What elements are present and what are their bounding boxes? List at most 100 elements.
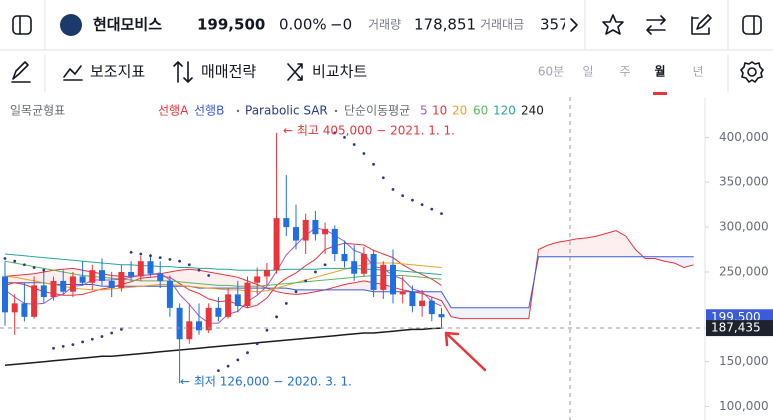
legend-ma-period: 5: [420, 104, 428, 118]
candle-body: [283, 218, 290, 228]
cloud-fill: [577, 237, 587, 257]
favorite-button[interactable]: [602, 14, 624, 35]
cloud-fill: [684, 256, 694, 268]
candle-body: [128, 271, 135, 277]
amount: 357: [540, 16, 569, 34]
candle-body: [118, 271, 125, 289]
sar-dot: [168, 257, 172, 261]
sar-dot: [401, 194, 405, 198]
candle-body: [390, 264, 396, 295]
stock-name[interactable]: 현대모비스: [93, 16, 162, 34]
timeframe-button[interactable]: 주: [619, 65, 630, 79]
candle-body: [244, 282, 251, 307]
candle-body: [331, 228, 338, 255]
panel-button[interactable]: [742, 15, 762, 35]
cloud-fill: [354, 280, 364, 290]
candle-body: [21, 303, 28, 317]
cloud-fill: [674, 256, 684, 268]
moving-average-line: [4, 242, 442, 309]
cloud-fill: [460, 307, 471, 319]
cloud-fill: [509, 307, 520, 319]
sar-dot: [158, 256, 162, 260]
candle-body: [137, 261, 144, 277]
cloud-fill: [567, 238, 578, 257]
timeframe-button[interactable]: 60분: [538, 65, 564, 79]
swap-button[interactable]: [646, 15, 666, 35]
y-tick-label: 150,000: [719, 354, 769, 368]
candle-body: [302, 219, 309, 241]
timeframe-button[interactable]: 일: [582, 65, 593, 79]
candle-body: [215, 307, 222, 317]
scroll-right[interactable]: [570, 18, 578, 32]
strategy-button[interactable]: 매매전략: [201, 63, 256, 81]
sar-dot: [187, 263, 191, 267]
sar-dot: [304, 279, 308, 283]
timeframe-button[interactable]: 월: [654, 64, 665, 79]
layout-button[interactable]: [12, 15, 32, 35]
legend-span-b: 선행B: [194, 103, 224, 118]
candle-body: [79, 276, 86, 283]
candle-body: [273, 218, 280, 271]
candle-body: [399, 291, 406, 295]
change-pct: 0.00%: [279, 16, 327, 34]
sar-dot: [265, 328, 269, 332]
indicators-button[interactable]: 보조지표: [90, 63, 145, 81]
cloud-fill: [538, 245, 549, 257]
sar-dot: [90, 337, 94, 341]
toolbar: 보조지표 매매전략 비교차트 60분 일 주 월 년: [11, 55, 764, 95]
candle-body: [380, 264, 387, 290]
candle-body: [176, 307, 183, 340]
price-tag-label: 187,435: [711, 321, 761, 335]
extreme-annotation: ← 최고 405,000 − 2021. 1. 1.: [283, 124, 455, 138]
sar-dot: [236, 358, 240, 362]
cloud-fill: [499, 307, 510, 319]
sar-dot: [129, 250, 133, 254]
sar-dot: [100, 335, 104, 338]
cloud-fill: [606, 230, 617, 257]
draw-button[interactable]: [11, 61, 31, 83]
sar-dot: [362, 152, 366, 155]
sar-dot: [294, 290, 298, 294]
cloud-fill: [625, 236, 636, 257]
candle-body: [351, 261, 358, 274]
cloud-fill: [179, 269, 190, 287]
settings-button[interactable]: [740, 61, 764, 83]
legend-ma-period: 60: [473, 104, 488, 118]
cloud-fill: [334, 284, 345, 290]
candle-body: [234, 294, 241, 307]
cloud-fill: [490, 307, 500, 319]
candle-body: [360, 254, 367, 274]
sar-dot: [71, 343, 75, 347]
candle-body: [263, 270, 270, 277]
candle-body: [89, 270, 96, 283]
sar-dot: [178, 259, 182, 263]
sar-dot: [411, 198, 414, 202]
volume-label: 거래량: [368, 18, 401, 32]
sar-dot: [226, 364, 230, 368]
legend-span-a: 선행A: [158, 103, 189, 118]
sar-dot: [430, 207, 434, 211]
candle-body: [147, 261, 154, 274]
candle-body: [419, 300, 426, 307]
moving-average-line: [4, 327, 442, 367]
candle-body: [50, 280, 57, 298]
legend-ma: 단순이동평균: [344, 104, 410, 118]
moving-average-line: [4, 260, 442, 287]
compare-button[interactable]: 비교차트: [312, 63, 367, 81]
legend: 일목균형표 선행A 선행B Parabolic SAR 단순이동평균 5 10 20 60 120…: [10, 103, 544, 118]
edit-button[interactable]: [691, 14, 712, 35]
candle-body: [312, 219, 319, 235]
sar-dot: [23, 263, 26, 267]
cloud-fill: [548, 242, 558, 257]
candle-body: [196, 321, 202, 331]
timeframe-button[interactable]: 년: [692, 65, 703, 79]
sar-dot: [207, 274, 211, 277]
candle-body: [254, 276, 261, 283]
candle-body: [157, 273, 164, 281]
sar-dot: [372, 162, 375, 166]
extreme-annotation: ← 최저 126,000 − 2020. 3. 1.: [180, 375, 352, 389]
sar-dot: [420, 203, 424, 207]
sar-dot: [42, 268, 46, 272]
amount-label: 거래대금: [480, 18, 524, 32]
